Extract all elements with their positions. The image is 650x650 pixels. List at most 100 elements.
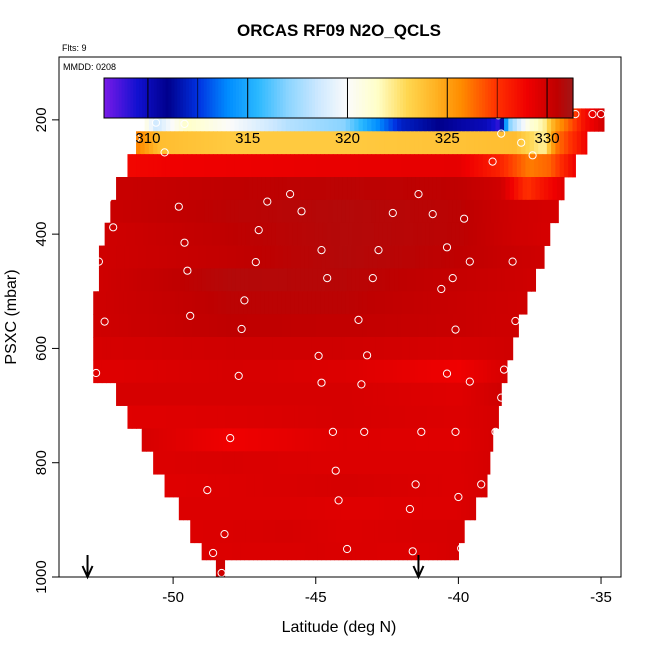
heatmap-cell bbox=[126, 222, 131, 246]
heatmap-cell bbox=[221, 497, 227, 521]
heatmap-cell bbox=[486, 314, 492, 338]
heatmap-cell bbox=[101, 291, 107, 315]
heatmap-cell bbox=[341, 451, 347, 475]
heatmap-cell bbox=[385, 245, 391, 269]
heatmap-cell bbox=[234, 131, 240, 155]
colorbar-swatch bbox=[520, 78, 524, 118]
heatmap-cell bbox=[444, 314, 450, 338]
heatmap-cell bbox=[367, 314, 372, 338]
heatmap-cell bbox=[272, 337, 278, 361]
heatmap-cell bbox=[157, 154, 163, 178]
heatmap-cell bbox=[516, 131, 522, 155]
observation-marker bbox=[363, 351, 372, 360]
heatmap-cell bbox=[221, 154, 227, 178]
heatmap-cell bbox=[351, 428, 357, 452]
heatmap-cell bbox=[294, 108, 300, 132]
heatmap-cell bbox=[512, 291, 518, 315]
heatmap-cell bbox=[328, 154, 334, 178]
heatmap-cell bbox=[208, 199, 214, 224]
heatmap-cell bbox=[175, 382, 181, 406]
heatmap-cell bbox=[198, 519, 204, 544]
heatmap-cell bbox=[345, 451, 351, 475]
heatmap-cell bbox=[288, 474, 294, 498]
heatmap-cell bbox=[198, 474, 204, 498]
heatmap-cell bbox=[508, 131, 514, 155]
heatmap-cell bbox=[190, 222, 196, 246]
heatmap-cell bbox=[462, 382, 468, 406]
observation-marker bbox=[497, 129, 506, 138]
heatmap-cell bbox=[195, 131, 201, 155]
heatmap-cell bbox=[247, 359, 253, 384]
heatmap-cell bbox=[285, 154, 291, 178]
heatmap-cell bbox=[546, 199, 552, 224]
heatmap-cell bbox=[445, 542, 451, 561]
colorbar-swatch bbox=[444, 78, 448, 118]
heatmap-cell bbox=[300, 382, 305, 406]
heatmap-cell bbox=[195, 359, 201, 384]
heatmap-cell bbox=[223, 382, 228, 406]
heatmap-cell bbox=[168, 222, 174, 246]
heatmap-cell bbox=[245, 222, 251, 246]
x-axis: -50 -45 -40 -35 bbox=[162, 577, 612, 606]
heatmap-cell bbox=[409, 131, 415, 155]
heatmap-cell bbox=[398, 268, 404, 292]
heatmap-cell bbox=[368, 177, 374, 201]
heatmap-cell bbox=[362, 359, 368, 384]
heatmap-cell bbox=[228, 474, 234, 498]
heatmap-cell bbox=[466, 268, 472, 292]
heatmap-cell bbox=[208, 405, 214, 429]
plot-frame bbox=[58, 56, 622, 578]
heatmap-cell bbox=[174, 131, 180, 155]
heatmap-cell bbox=[238, 405, 244, 429]
heatmap-cell bbox=[265, 382, 271, 406]
heatmap-cell bbox=[482, 337, 488, 361]
heatmap-cell bbox=[291, 428, 297, 452]
heatmap-cell bbox=[401, 154, 407, 178]
heatmap-cell bbox=[484, 177, 489, 201]
heatmap-cell bbox=[197, 245, 203, 269]
heatmap-cell bbox=[213, 359, 218, 384]
heatmap-cell bbox=[234, 199, 240, 224]
heatmap-cell bbox=[474, 108, 479, 132]
heatmap-cell bbox=[424, 382, 430, 406]
observation-marker bbox=[314, 351, 323, 360]
heatmap-cell bbox=[456, 451, 462, 475]
heatmap-cell bbox=[456, 314, 462, 338]
heatmap-cell bbox=[444, 291, 450, 315]
heatmap-cell bbox=[334, 428, 340, 452]
heatmap-cell bbox=[240, 428, 246, 452]
heatmap-cell bbox=[445, 382, 451, 406]
heatmap-cell bbox=[418, 154, 424, 178]
heatmap-cell bbox=[278, 177, 284, 201]
heatmap-cell bbox=[315, 405, 321, 429]
heatmap-cell bbox=[128, 268, 134, 292]
heatmap-cell bbox=[298, 405, 304, 429]
heatmap-cell bbox=[364, 245, 370, 269]
colorbar-swatch bbox=[555, 78, 559, 118]
heatmap-cell bbox=[282, 268, 288, 292]
heatmap-cell bbox=[304, 245, 310, 269]
colorbar-swatch bbox=[244, 78, 249, 118]
heatmap-cell bbox=[419, 177, 425, 201]
colorbar-swatch bbox=[218, 78, 222, 118]
heatmap-cell bbox=[298, 451, 304, 475]
heatmap-cell bbox=[274, 268, 280, 292]
heatmap-cell bbox=[492, 177, 498, 201]
heatmap-cell bbox=[140, 314, 146, 338]
heatmap-cell bbox=[213, 497, 218, 521]
heatmap-cell bbox=[235, 245, 241, 269]
heatmap-cell bbox=[290, 154, 295, 178]
heatmap-cell bbox=[191, 497, 197, 521]
heatmap-cell bbox=[128, 177, 134, 201]
heatmap-cell bbox=[211, 474, 217, 498]
heatmap-cell bbox=[379, 199, 385, 224]
heatmap-cell bbox=[302, 154, 308, 178]
heatmap-cell bbox=[448, 291, 454, 315]
heatmap-cell bbox=[465, 154, 471, 178]
heatmap-cell bbox=[499, 108, 505, 132]
heatmap-cell bbox=[311, 108, 317, 132]
heatmap-cell bbox=[359, 542, 365, 561]
heatmap-cell bbox=[150, 268, 156, 292]
heatmap-cell bbox=[419, 428, 425, 452]
heatmap-cell bbox=[435, 108, 441, 132]
